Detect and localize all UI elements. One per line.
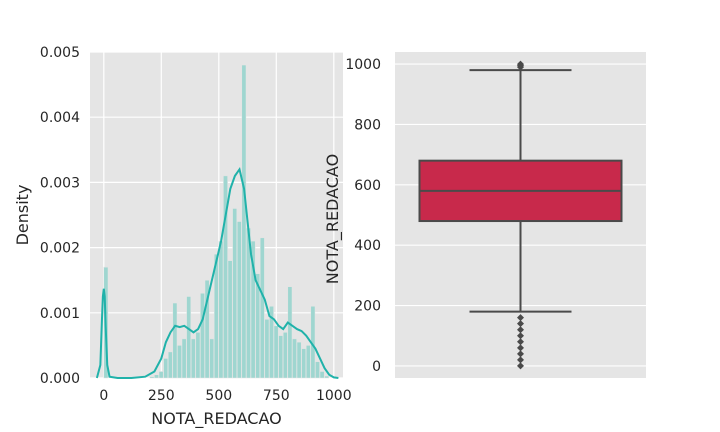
outlier-point: [517, 350, 524, 358]
kde-curve: [95, 166, 339, 379]
histogram-bar: [287, 286, 293, 379]
histogram-bar: [163, 358, 169, 379]
x-tick-label: 750: [263, 388, 290, 404]
histogram-bar: [154, 374, 159, 379]
y-tick-label: 0.002: [40, 241, 80, 257]
y-tick-label: 1000: [345, 57, 381, 73]
histogram-bar: [273, 325, 279, 379]
histogram-y-axis-label: Density: [13, 185, 32, 246]
y-tick-label: 0.001: [40, 306, 80, 322]
histogram-bar: [305, 345, 311, 379]
outlier-point: [517, 338, 524, 346]
histogram-kde-chart: 0 250 500 750 1000 0.000 0.001 0.002 0.003 0.004…: [13, 45, 352, 429]
y-tick-label: 0.000: [40, 371, 80, 387]
histogram-bar: [190, 338, 196, 379]
outlier-point: [517, 320, 524, 328]
histogram-bar: [278, 335, 284, 379]
histogram-bar: [218, 240, 224, 379]
histogram-bar: [213, 253, 219, 379]
y-tick-label: 0: [372, 359, 381, 375]
histogram-bar: [301, 348, 307, 379]
histogram-bar: [186, 296, 192, 379]
x-tick-label: 250: [148, 388, 175, 404]
histogram-bar: [269, 306, 274, 379]
histogram-bar: [255, 273, 261, 379]
histogram-bar: [172, 302, 178, 379]
histogram-x-axis-label: NOTA_REDACAO: [151, 409, 281, 429]
y-tick-label: 800: [354, 117, 381, 133]
x-tick-label: 500: [205, 388, 232, 404]
histogram-bar: [236, 221, 242, 379]
histogram-bar: [177, 345, 182, 379]
histogram-bar: [282, 332, 288, 379]
histogram-bar: [200, 292, 205, 379]
boxplot-chart: 0 200 400 600 800 1000 NOTA_REDACAO: [323, 52, 646, 378]
outlier-point: [517, 60, 524, 68]
histogram-bar: [241, 64, 247, 379]
histogram-bar: [181, 338, 187, 379]
outlier-point: [517, 332, 524, 340]
histogram-bar: [204, 279, 210, 379]
histogram-bar: [324, 375, 330, 379]
y-tick-label: 200: [354, 299, 381, 315]
histogram-bar: [223, 175, 228, 379]
y-tick-label: 600: [354, 178, 381, 194]
outlier-point: [517, 356, 524, 364]
y-tick-label: 400: [354, 238, 381, 254]
histogram-bar: [296, 341, 302, 379]
y-tick-label: 0.003: [40, 175, 80, 191]
boxplot-y-ticks: 0 200 400 600 800 1000: [345, 57, 381, 375]
histogram-bar: [250, 240, 256, 379]
histogram-bar: [319, 371, 325, 379]
histogram-bar: [227, 260, 233, 379]
y-tick-label: 0.005: [40, 45, 80, 61]
histogram-bar: [149, 376, 155, 379]
outlier-point: [517, 326, 524, 334]
histogram-x-ticks: 0 250 500 750 1000: [99, 388, 351, 404]
x-tick-label: 0: [99, 388, 108, 404]
boxplot-marks: [418, 60, 623, 370]
boxplot-y-axis-label: NOTA_REDACAO: [323, 154, 343, 284]
histogram-bar: [209, 338, 215, 379]
outlier-point: [517, 362, 524, 370]
histogram-bar: [158, 371, 164, 379]
histogram-bar: [259, 237, 265, 379]
histogram-grid: [90, 51, 343, 379]
histogram-bar: [232, 208, 238, 379]
outlier-point: [517, 314, 524, 322]
y-tick-label: 0.004: [40, 110, 80, 126]
histogram-bar: [264, 319, 270, 379]
histogram-y-ticks: 0.000 0.001 0.002 0.003 0.004 0.005: [40, 45, 80, 387]
outlier-point: [517, 344, 524, 352]
histogram-bar: [315, 361, 320, 379]
histogram-bar: [167, 351, 173, 379]
histogram-bar: [195, 332, 201, 379]
x-tick-label: 1000: [316, 388, 352, 404]
histogram-bar: [292, 338, 297, 379]
